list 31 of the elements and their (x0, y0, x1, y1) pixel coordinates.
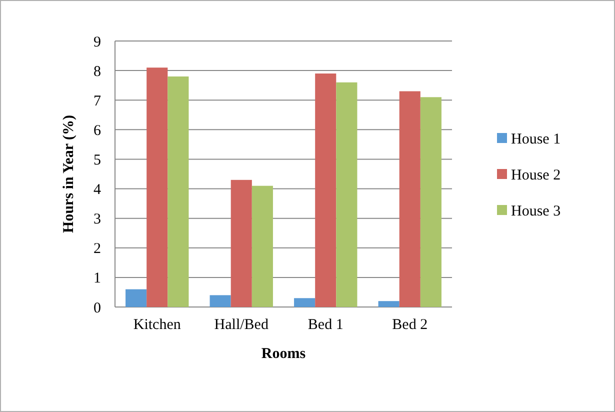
bar (210, 295, 231, 307)
bar (399, 91, 420, 307)
y-tick-label: 9 (94, 34, 101, 50)
y-tick-label: 1 (94, 270, 101, 287)
legend-label: House 3 (511, 203, 561, 220)
y-tick-label: 6 (94, 122, 102, 139)
x-axis-title: Rooms (261, 346, 306, 362)
bar (126, 289, 147, 307)
legend-label: House 1 (511, 131, 561, 148)
bar (146, 68, 168, 307)
bar (378, 301, 400, 307)
bar (420, 97, 442, 307)
bar (336, 82, 358, 307)
y-tick-label: 2 (94, 241, 101, 258)
x-tick-label: Kitchen (133, 317, 182, 333)
y-tick-label: 0 (94, 300, 101, 316)
y-tick-label: 8 (94, 64, 101, 80)
bar (294, 298, 316, 307)
legend-label: House 2 (511, 167, 561, 184)
bar (315, 74, 336, 307)
y-tick-label: 4 (94, 182, 102, 198)
bar (230, 180, 252, 307)
x-tick-label: Hall/Bed (214, 317, 269, 333)
y-tick-label: 5 (94, 152, 101, 168)
x-tick-label: Bed 1 (308, 317, 344, 333)
y-axis-title: Hours in Year (%) (61, 115, 77, 233)
bar (252, 186, 273, 307)
y-tick-label: 3 (94, 212, 101, 228)
x-tick-label: Bed 2 (392, 317, 428, 333)
y-tick-label: 7 (94, 93, 102, 110)
bar (168, 76, 189, 307)
